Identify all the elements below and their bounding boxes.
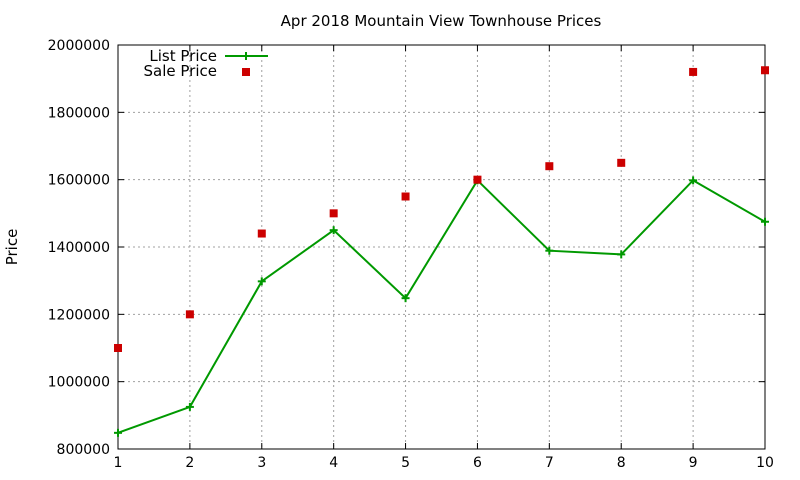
y-tick-label: 2000000 bbox=[48, 38, 110, 54]
list-price-point bbox=[545, 246, 554, 255]
list-price-line bbox=[117, 178, 766, 434]
list-price-point bbox=[761, 217, 769, 226]
sale-price-point bbox=[617, 158, 626, 167]
legend-label-sale-price: Sale Price bbox=[144, 62, 217, 80]
list-price-point bbox=[689, 176, 698, 185]
x-tick-label: 4 bbox=[329, 455, 338, 471]
y-tick-label: 1000000 bbox=[48, 375, 110, 391]
list-price-point bbox=[329, 226, 338, 235]
list-price-point bbox=[617, 250, 626, 259]
legend-square-marker-sale-price bbox=[242, 68, 250, 76]
sale-price-point bbox=[257, 229, 266, 238]
plot-frame bbox=[117, 44, 766, 450]
x-tick-label: 3 bbox=[257, 455, 266, 471]
list-price-point bbox=[185, 402, 194, 411]
x-tick-label: 2 bbox=[185, 455, 194, 471]
x-tick-label: 10 bbox=[756, 455, 774, 471]
list-price-point bbox=[114, 428, 122, 437]
legend-label-list-price: List Price bbox=[149, 47, 217, 65]
y-tick-label: 1800000 bbox=[48, 105, 110, 121]
chart-title: Apr 2018 Mountain View Townhouse Prices bbox=[281, 12, 602, 30]
x-tick-label: 9 bbox=[689, 455, 698, 471]
ticks: 800000 1000000 1200000 1400000 1600000 180000… bbox=[48, 38, 774, 471]
sale-price-point bbox=[329, 209, 338, 218]
sale-price-point bbox=[114, 344, 122, 352]
sale-price-point bbox=[545, 162, 554, 171]
x-tick-label: 8 bbox=[617, 455, 626, 471]
x-tick-label: 1 bbox=[114, 455, 123, 471]
y-tick-label: 1400000 bbox=[48, 240, 110, 256]
y-tick-label: 1600000 bbox=[48, 173, 110, 189]
list-price-point bbox=[257, 277, 266, 286]
grid bbox=[118, 45, 765, 449]
sale-price-point bbox=[689, 67, 698, 76]
legend: List Price Sale Price bbox=[144, 47, 268, 80]
list-price-point bbox=[401, 294, 410, 303]
sale-price-point bbox=[473, 175, 482, 184]
series bbox=[114, 66, 769, 437]
x-tick-label: 5 bbox=[401, 455, 410, 471]
x-tick-label: 7 bbox=[545, 455, 554, 471]
legend-plus-marker-list-price bbox=[242, 52, 250, 60]
sale-price-point bbox=[185, 310, 194, 319]
y-tick-label: 800000 bbox=[57, 442, 110, 458]
y-tick-label: 1200000 bbox=[48, 307, 110, 323]
sale-price-point bbox=[401, 192, 410, 201]
x-tick-label: 6 bbox=[473, 455, 482, 471]
y-axis-label: Price bbox=[3, 229, 21, 266]
sale-price-point bbox=[761, 66, 769, 75]
